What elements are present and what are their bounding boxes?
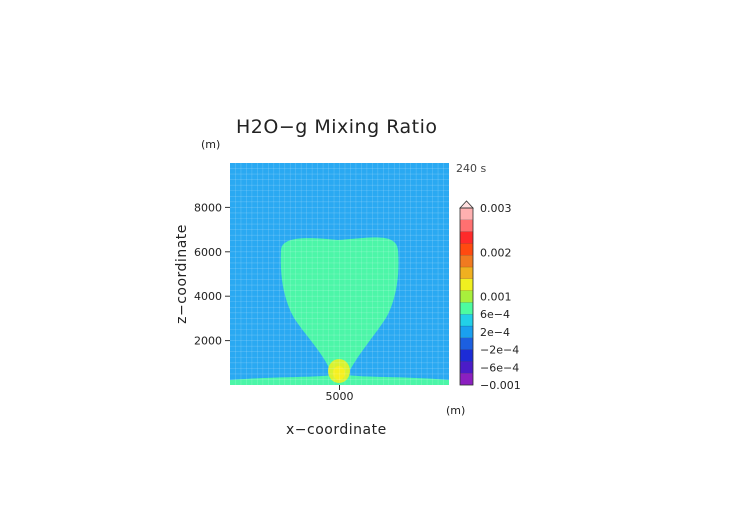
x-axis-label: x−coordinate [286, 422, 387, 438]
colorbar-segment [459, 349, 474, 362]
colorbar-segment [459, 243, 474, 256]
colorbar-segment [459, 373, 474, 386]
grid-lines [230, 163, 449, 385]
colorbar-tick-label: 0.001 [480, 291, 512, 304]
axes: 2000 4000 6000 8000 5000 [194, 201, 354, 403]
time-label: 240 s [456, 162, 487, 175]
colorbar-segment [459, 361, 474, 374]
colorbar-segment [459, 266, 474, 280]
colorbar-segment [459, 207, 474, 221]
colorbar-segment [459, 337, 474, 350]
colorbar-segment [459, 290, 474, 303]
colorbar: 0.003 0.002 0.001 6e−4 2e−4 −2e−4 −6e−4 −0.001 [459, 200, 521, 392]
colorbar-segment [459, 231, 474, 244]
y-tick-label: 4000 [194, 290, 222, 303]
y-tick-label: 6000 [194, 246, 222, 259]
colorbar-frame [459, 207, 474, 386]
colorbar-tick-label: −0.001 [480, 379, 521, 392]
plot-area [230, 163, 449, 385]
colorbar-tick-label: 2e−4 [480, 326, 510, 339]
x-tick-label: 5000 [326, 390, 354, 403]
colorbar-tick-label: 0.002 [480, 246, 512, 259]
colorbar-tick-label: 0.003 [480, 202, 512, 215]
bubble-core [333, 366, 345, 380]
colorbar-segment [459, 302, 474, 315]
x-unit-label: (m) [446, 404, 466, 417]
colorbar-segment [459, 219, 474, 232]
y-tick-label: 8000 [194, 201, 222, 214]
colorbar-segment [459, 325, 474, 339]
colorbar-segment [459, 278, 474, 291]
y-unit-label: (m) [201, 138, 221, 151]
plume-region [280, 237, 399, 370]
chart-title: H2O−g Mixing Ratio [236, 116, 438, 138]
colorbar-tick-label: 6e−4 [480, 308, 510, 321]
colorbar-segment [459, 314, 474, 327]
colorbar-tick-label: −2e−4 [480, 344, 519, 357]
colorbar-overflow-triangle [459, 200, 474, 209]
colorbar-segment [459, 254, 474, 268]
colorbar-tick-label: −6e−4 [480, 361, 519, 374]
y-tick-label: 2000 [194, 335, 222, 348]
